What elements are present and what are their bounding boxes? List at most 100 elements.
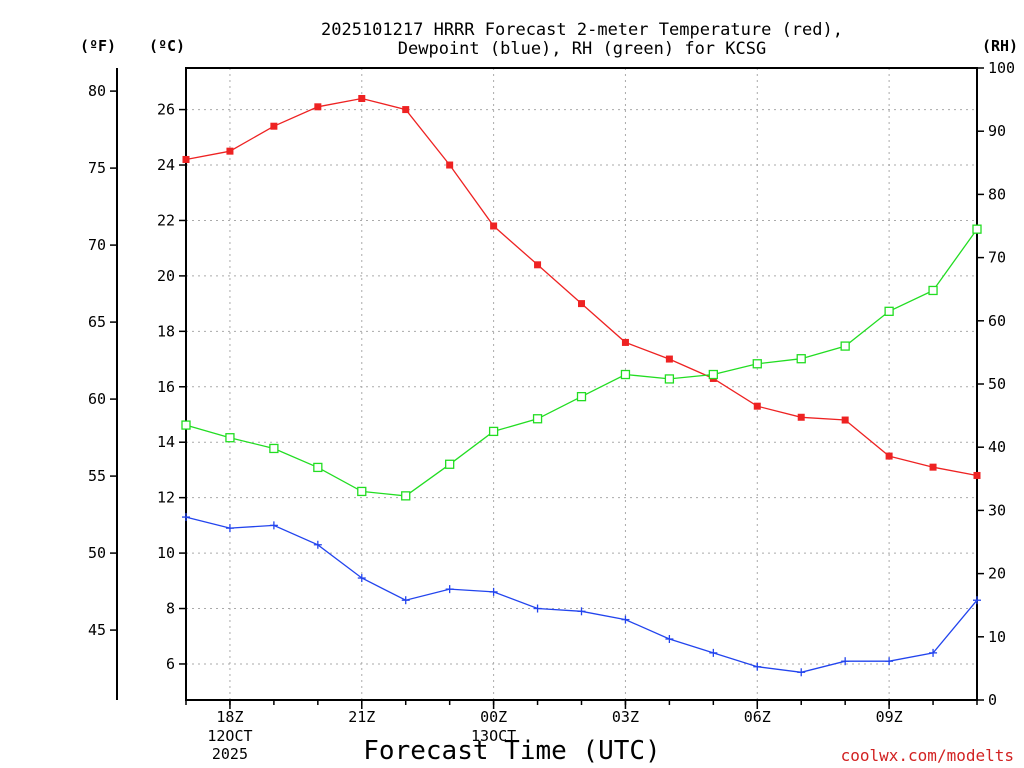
rh-point bbox=[840, 341, 850, 351]
rh-point bbox=[664, 374, 675, 384]
rh-tick-label: 100 bbox=[988, 59, 1015, 77]
dewpoint-point bbox=[797, 668, 806, 677]
rh-point bbox=[488, 426, 499, 437]
rh-axis: 0 10 20 30 40 50 60 70 80 90 100 bbox=[977, 59, 1015, 709]
fahrenheit-tick-label: 45 bbox=[88, 621, 106, 639]
fahrenheit-tick-label: 50 bbox=[88, 544, 106, 562]
rh-tick-label: 0 bbox=[988, 691, 997, 709]
x-tick-label: 00Z bbox=[480, 708, 507, 726]
temperature-point bbox=[314, 103, 322, 111]
data-series bbox=[181, 94, 982, 677]
dewpoint-point bbox=[841, 657, 850, 666]
dewpoint-point bbox=[885, 657, 894, 666]
celsius-tick-label: 24 bbox=[157, 156, 175, 174]
plot-frame bbox=[185, 67, 978, 701]
rh-point bbox=[796, 354, 806, 364]
rh-point bbox=[928, 285, 938, 296]
x-tick-sublabel: 13OCT bbox=[471, 727, 516, 745]
temperature-line bbox=[185, 97, 978, 477]
fahrenheit-unit-label: (ºF) bbox=[80, 37, 116, 55]
rh-point bbox=[972, 224, 982, 234]
rh-tick-label: 20 bbox=[988, 565, 1006, 583]
dewpoint-point bbox=[357, 574, 366, 583]
temperature-point bbox=[490, 222, 498, 230]
dewpoint-point bbox=[665, 635, 674, 644]
temperature-point bbox=[621, 338, 629, 346]
fahrenheit-tick-label: 75 bbox=[88, 159, 106, 177]
fahrenheit-tick-label: 65 bbox=[88, 313, 106, 331]
rh-unit-label: (RH) bbox=[982, 37, 1018, 55]
grid bbox=[186, 68, 977, 700]
dewpoint-point bbox=[709, 648, 718, 657]
rh-tick-label: 50 bbox=[988, 375, 1006, 393]
temperature-point bbox=[753, 402, 761, 410]
dewpoint-point bbox=[929, 648, 938, 657]
dewpoint-point bbox=[973, 596, 981, 605]
temperature-point bbox=[402, 106, 410, 114]
dewpoint-point bbox=[753, 662, 762, 671]
rh-tick-label: 70 bbox=[988, 249, 1006, 267]
temperature-point bbox=[446, 161, 454, 169]
rh-point bbox=[313, 462, 323, 473]
rh-point bbox=[884, 306, 894, 316]
rh-point bbox=[752, 359, 762, 369]
dewpoint-line bbox=[185, 516, 978, 673]
rh-point bbox=[445, 459, 455, 469]
temperature-point bbox=[797, 413, 805, 421]
temperature-point bbox=[358, 94, 366, 102]
series-rh bbox=[181, 224, 982, 501]
celsius-tick-label: 20 bbox=[157, 267, 175, 285]
x-tick-label: 09Z bbox=[876, 708, 903, 726]
rh-point bbox=[532, 414, 543, 424]
dewpoint-point bbox=[489, 587, 498, 596]
rh-point bbox=[181, 420, 191, 430]
x-tick-sublabel: 12OCT bbox=[207, 727, 252, 745]
fahrenheit-tick-label: 60 bbox=[88, 390, 106, 408]
x-tick-sublabel: 2025 bbox=[212, 745, 248, 763]
temperature-point bbox=[534, 261, 542, 269]
rh-tick-label: 60 bbox=[988, 312, 1006, 330]
celsius-tick-label: 12 bbox=[157, 489, 175, 507]
chart-title: 2025101217 HRRR Forecast 2-meter Tempera… bbox=[321, 20, 843, 59]
celsius-tick-label: 6 bbox=[166, 655, 175, 673]
rh-point bbox=[269, 443, 279, 454]
fahrenheit-tick-label: 70 bbox=[88, 236, 106, 254]
celsius-axis: 6 8 10 12 14 16 18 20 22 24 26 bbox=[157, 101, 186, 673]
x-tick-label: 06Z bbox=[744, 708, 771, 726]
dewpoint-point bbox=[313, 540, 322, 549]
x-tick-label: 21Z bbox=[348, 708, 375, 726]
chart-title-line-2: Dewpoint (blue), RH (green) for KCSG bbox=[398, 39, 766, 59]
dewpoint-point bbox=[533, 604, 542, 613]
rh-tick-label: 30 bbox=[988, 501, 1006, 519]
rh-tick-label: 10 bbox=[988, 628, 1006, 646]
temperature-point bbox=[270, 122, 278, 130]
x-axis-title: Forecast Time (UTC) bbox=[363, 736, 660, 766]
rh-point bbox=[357, 486, 367, 497]
rh-point bbox=[620, 369, 631, 380]
rh-tick-label: 90 bbox=[988, 122, 1006, 140]
rh-line bbox=[185, 228, 978, 497]
dewpoint-point bbox=[401, 596, 410, 605]
celsius-tick-label: 8 bbox=[166, 600, 175, 618]
temperature-point bbox=[182, 155, 190, 163]
x-tick-label: 18Z bbox=[216, 708, 243, 726]
source-credit: coolwx.com/modelts bbox=[841, 746, 1014, 765]
celsius-tick-label: 18 bbox=[157, 322, 175, 340]
temperature-point bbox=[665, 355, 673, 363]
rh-point bbox=[576, 391, 587, 402]
rh-tick-label: 80 bbox=[988, 185, 1006, 203]
temperature-point bbox=[841, 416, 849, 424]
rh-point bbox=[225, 433, 235, 443]
temperature-point bbox=[226, 147, 234, 155]
celsius-tick-label: 14 bbox=[157, 433, 175, 451]
fahrenheit-tick-label: 55 bbox=[88, 467, 106, 485]
celsius-tick-label: 26 bbox=[157, 101, 175, 119]
chart-title-line-1: 2025101217 HRRR Forecast 2-meter Tempera… bbox=[321, 20, 843, 40]
celsius-unit-label: (ºC) bbox=[149, 37, 185, 55]
temperature-point bbox=[885, 452, 893, 460]
dewpoint-point bbox=[577, 607, 586, 616]
temperature-point bbox=[578, 300, 585, 308]
rh-point bbox=[708, 369, 718, 380]
celsius-tick-label: 10 bbox=[157, 544, 175, 562]
